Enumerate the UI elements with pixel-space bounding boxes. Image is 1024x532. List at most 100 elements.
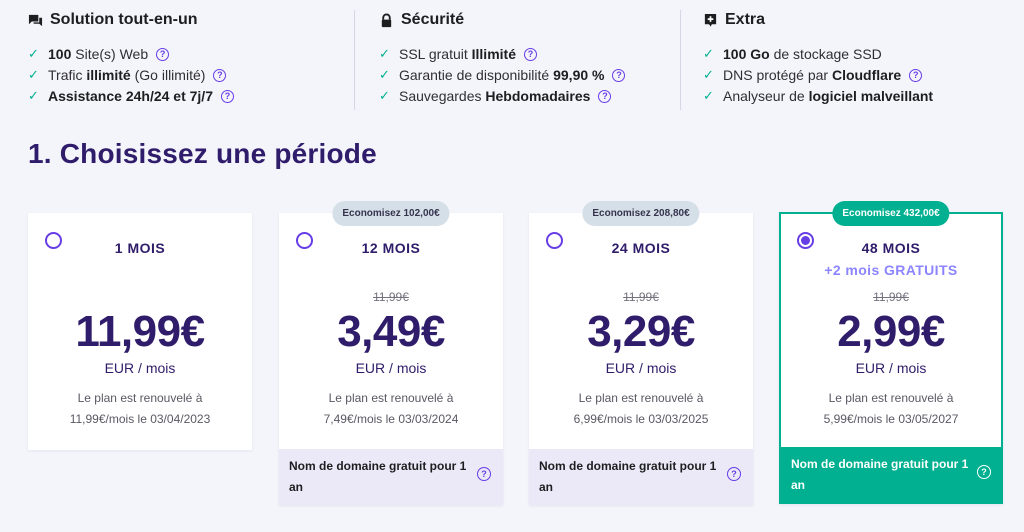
- features-security: Sécurité ✓ SSL gratuit Illimité? ✓ Garanti…: [354, 10, 680, 110]
- plan-card-12-months[interactable]: Economisez 102,00€ 12 MOIS 11,99€ 3,49€ …: [279, 201, 503, 505]
- help-icon[interactable]: ?: [213, 68, 227, 82]
- chat-icon: [28, 14, 43, 26]
- plan-period: 24 MOIS: [611, 240, 671, 256]
- plan-old-price: 11,99€: [873, 290, 909, 304]
- feature-bold: Cloudflare: [831, 67, 902, 83]
- help-icon[interactable]: ?: [612, 68, 626, 82]
- plan-card-48-months[interactable]: Economisez 432,00€ 48 MOIS +2 mois GRATU…: [779, 201, 1003, 504]
- feature-text: SSL gratuit: [399, 46, 472, 62]
- plan-card-24-months[interactable]: Economisez 208,80€ 24 MOIS 11,99€ 3,29€ …: [529, 201, 753, 505]
- feature-text: Garantie de disponibilité: [399, 67, 554, 83]
- features-section: Solution tout-en-un ✓ 100 Site(s) Web? ✓ T…: [28, 10, 1004, 110]
- plan-period: 12 MOIS: [361, 240, 421, 256]
- feature-bold: Illimité: [471, 46, 516, 62]
- savings-badge: Economisez 432,00€: [832, 201, 950, 226]
- check-icon: ✓: [379, 67, 390, 82]
- feature-text: Trafic: [48, 67, 87, 83]
- help-icon[interactable]: ?: [477, 467, 491, 481]
- feature-bold: Assistance 24h/24 et 7j/7: [48, 88, 213, 104]
- features-title-security: Sécurité: [379, 10, 680, 30]
- help-icon[interactable]: ?: [977, 465, 991, 479]
- feature-item: ✓ Assistance 24h/24 et 7j/7?: [28, 86, 354, 106]
- renewal-line: Le plan est renouvelé à: [328, 391, 454, 405]
- feature-title: Extra: [725, 11, 766, 28]
- feature-bold: illimité: [86, 67, 131, 83]
- check-icon: ✓: [28, 67, 39, 82]
- plan-bonus: +2 mois GRATUITS: [824, 262, 958, 278]
- check-icon: ✓: [28, 46, 39, 61]
- plan-renewal: Le plan est renouvelé à 11,99€/mois le 0…: [28, 388, 252, 430]
- plan-radio[interactable]: [296, 232, 313, 249]
- renewal-line: 5,99€/mois le 03/05/2027: [823, 412, 959, 426]
- renewal-line: 6,99€/mois le 03/03/2025: [573, 412, 709, 426]
- plan-radio-selected[interactable]: [797, 232, 814, 249]
- help-icon[interactable]: ?: [156, 47, 170, 61]
- plan-unit: EUR / mois: [355, 360, 427, 376]
- plan-price: 3,49€: [337, 307, 445, 356]
- check-icon: ✓: [379, 46, 390, 61]
- feature-bold: 99,90 %: [553, 67, 605, 83]
- free-domain-banner: Nom de domaine gratuit pour 1 an ?: [529, 449, 753, 505]
- plan-radio[interactable]: [45, 232, 62, 249]
- help-icon[interactable]: ?: [598, 89, 612, 103]
- check-icon: ✓: [703, 88, 714, 103]
- feature-bold: 100: [48, 46, 72, 62]
- feature-text: DNS protégé par: [723, 67, 832, 83]
- help-icon[interactable]: ?: [909, 68, 923, 82]
- feature-text: Sauvegardes: [399, 88, 486, 104]
- features-extra: Extra ✓ 100 Go de stockage SSD ✓ DNS proté…: [680, 10, 1004, 110]
- feature-item: ✓ Garantie de disponibilité 99,90 %?: [379, 65, 680, 85]
- plan-period: 48 MOIS: [861, 240, 921, 256]
- feature-text: (Go illimité): [130, 67, 206, 83]
- plan-radio[interactable]: [546, 232, 563, 249]
- renewal-line: Le plan est renouvelé à: [77, 391, 203, 405]
- features-all-in-one: Solution tout-en-un ✓ 100 Site(s) Web? ✓ T…: [28, 10, 354, 110]
- feature-item: ✓ Analyseur de logiciel malveillant: [703, 86, 1004, 106]
- plan-renewal: Le plan est renouvelé à 7,49€/mois le 03…: [279, 388, 503, 430]
- section-title: 1. Choisissez une période: [28, 138, 377, 169]
- plan-price: 11,99€: [75, 307, 205, 356]
- free-domain-banner: Nom de domaine gratuit pour 1 an ?: [779, 447, 1003, 504]
- check-icon: ✓: [379, 88, 390, 103]
- renewal-line: Le plan est renouvelé à: [828, 391, 954, 405]
- help-icon[interactable]: ?: [727, 467, 741, 481]
- plan-old-price: 11,99€: [623, 290, 659, 304]
- savings-badge: Economisez 208,80€: [582, 201, 700, 226]
- feature-bold: logiciel malveillant: [808, 88, 934, 104]
- renewal-line: 7,49€/mois le 03/03/2024: [323, 412, 459, 426]
- renewal-line: Le plan est renouvelé à: [578, 391, 704, 405]
- feature-item: ✓ Sauvegardes Hebdomadaires?: [379, 86, 680, 106]
- plan-renewal: Le plan est renouvelé à 5,99€/mois le 03…: [781, 388, 1001, 430]
- features-title-extra: Extra: [703, 10, 1004, 30]
- plan-card-1-month[interactable]: 1 MOIS 11,99€ EUR / mois Le plan est ren…: [28, 213, 252, 450]
- free-domain-text: Nom de domaine gratuit pour 1 an: [539, 459, 717, 494]
- feature-item: ✓ SSL gratuit Illimité?: [379, 44, 680, 64]
- help-icon[interactable]: ?: [221, 89, 234, 103]
- check-icon: ✓: [703, 67, 714, 82]
- plus-badge-icon: [704, 13, 717, 27]
- plan-period: 1 MOIS: [114, 240, 166, 256]
- plan-renewal: Le plan est renouvelé à 6,99€/mois le 03…: [529, 388, 753, 430]
- plan-old-price: 11,99€: [373, 290, 409, 304]
- check-icon: ✓: [703, 46, 714, 61]
- renewal-line: 11,99€/mois le 03/04/2023: [69, 412, 211, 426]
- free-domain-text: Nom de domaine gratuit pour 1 an: [791, 457, 969, 492]
- plan-unit: EUR / mois: [855, 360, 927, 376]
- help-icon[interactable]: ?: [524, 47, 537, 61]
- plan-price: 2,99€: [837, 307, 945, 356]
- feature-title: Solution tout-en-un: [50, 11, 198, 28]
- savings-badge: Economisez 102,00€: [332, 201, 450, 226]
- plan-price: 3,29€: [587, 307, 695, 356]
- feature-item: ✓ Trafic illimité (Go illimité)?: [28, 65, 354, 85]
- feature-item: ✓ DNS protégé par Cloudflare?: [703, 65, 1004, 85]
- feature-text: Site(s) Web: [71, 46, 149, 62]
- feature-bold: 100 Go: [723, 46, 770, 62]
- lock-icon: [381, 13, 392, 27]
- plan-unit: EUR / mois: [104, 360, 176, 376]
- feature-title: Sécurité: [401, 11, 465, 28]
- free-domain-banner: Nom de domaine gratuit pour 1 an ?: [279, 449, 503, 505]
- features-title-all-in-one: Solution tout-en-un: [28, 10, 354, 30]
- feature-text: de stockage SSD: [769, 46, 882, 62]
- free-domain-text: Nom de domaine gratuit pour 1 an: [289, 459, 467, 494]
- feature-text: Analyseur de: [723, 88, 809, 104]
